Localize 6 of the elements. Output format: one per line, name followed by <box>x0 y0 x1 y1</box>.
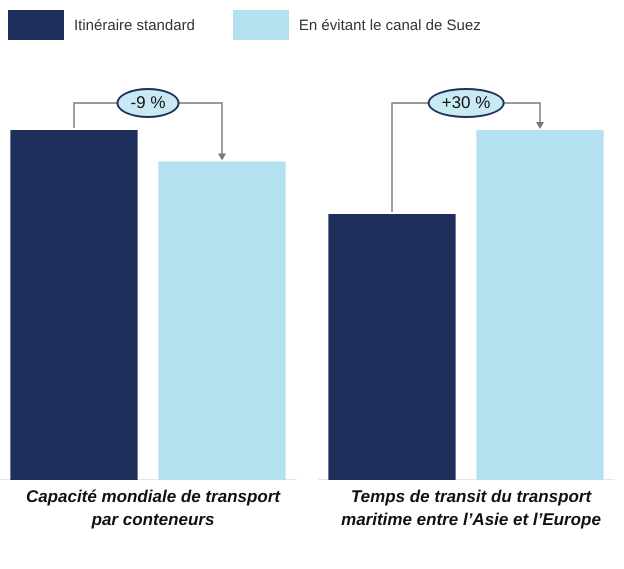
x-axis-title: Capacité mondiale de transport par conteneurs <box>24 486 282 531</box>
legend-label: Itinéraire standard <box>74 16 195 34</box>
text: -9 % <box>116 88 180 118</box>
legend-label: En évitant le canal de Suez <box>298 16 481 34</box>
x-axis-title: Temps de transit du transport maritime entre l’Asie et l’Europe <box>340 486 602 531</box>
text: +30 % <box>428 88 504 118</box>
